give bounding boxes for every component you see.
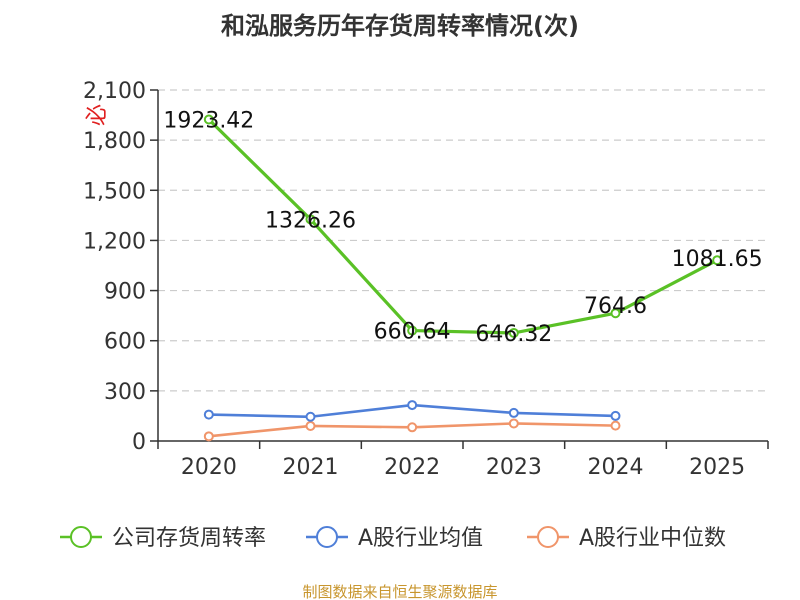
y-tick-label: 0 <box>132 430 146 455</box>
data-point <box>407 400 418 411</box>
x-tick-label: 2021 <box>283 455 339 480</box>
x-tick-label: 2023 <box>486 455 542 480</box>
legend-label: A股行业中位数 <box>579 526 726 551</box>
x-tick-label: 2022 <box>384 455 440 480</box>
y-tick-label: 1,200 <box>83 229 146 254</box>
axes <box>150 89 769 449</box>
y-tick-label: 1,800 <box>83 129 146 154</box>
grid-lines <box>158 89 768 392</box>
data-point <box>305 420 316 431</box>
x-tick-label: 2024 <box>588 455 644 480</box>
data-point <box>407 325 418 336</box>
data-label: 1326.26 <box>265 208 356 233</box>
data-point <box>610 410 621 421</box>
data-point <box>610 308 621 319</box>
y-tick-label: 300 <box>104 380 146 405</box>
data-label: 1923.42 <box>163 109 254 134</box>
series-layer <box>203 114 723 442</box>
data-point <box>610 420 621 431</box>
y-tick-label: 600 <box>104 330 146 355</box>
data-point <box>203 114 214 125</box>
legend-label: 公司存货周转率 <box>112 526 266 551</box>
data-point <box>305 411 316 422</box>
data-point <box>203 409 214 420</box>
data-label: 764.6 <box>584 294 647 319</box>
x-tick-label: 2025 <box>689 455 745 480</box>
legend: 公司存货周转率 A股行业均值 A股行业中位数 <box>60 526 726 551</box>
data-point <box>203 431 214 442</box>
y-tick-labels: 0 300 600 900 1,200 1,500 1,800 2,100 <box>83 79 146 455</box>
data-point <box>508 418 519 429</box>
legend-label: A股行业均值 <box>358 526 483 551</box>
y-tick-label: 2,100 <box>83 79 146 104</box>
data-label: 1081.65 <box>672 247 763 272</box>
watermark-logo: 必 <box>85 104 110 126</box>
data-point <box>305 214 316 225</box>
data-point <box>508 327 519 338</box>
y-tick-label: 1,500 <box>83 179 146 204</box>
data-point <box>508 407 519 418</box>
y-tick-label: 900 <box>104 280 146 305</box>
data-point <box>712 255 723 266</box>
data-label: 646.32 <box>475 322 552 347</box>
x-tick-labels: 2020 2021 2022 2023 2024 2025 <box>181 455 745 480</box>
data-point <box>407 422 418 433</box>
series-line <box>207 118 718 335</box>
source-note: 制图数据来自恒生聚源数据库 <box>302 583 497 600</box>
legend-marker <box>70 526 92 548</box>
data-label: 660.64 <box>374 320 451 345</box>
legend-marker <box>537 526 559 548</box>
x-tick-label: 2020 <box>181 455 237 480</box>
data-labels: 1923.42 1326.26 660.64 646.32 764.6 1081.65 <box>163 109 762 347</box>
chart-title: 和泓服务历年存货周转率情况(次) <box>221 12 579 40</box>
legend-marker <box>316 526 338 548</box>
